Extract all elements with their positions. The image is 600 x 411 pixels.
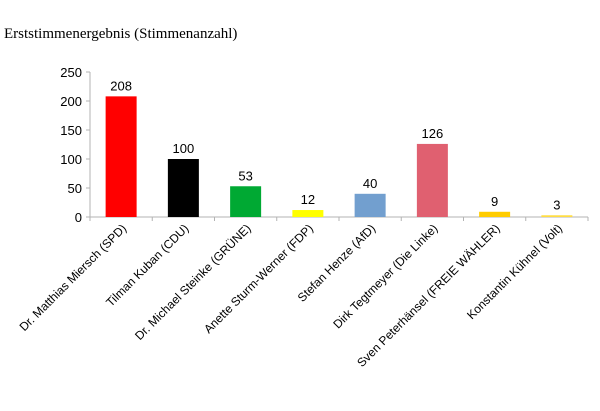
x-tick-label: Dr. Matthias Miersch (SPD) bbox=[17, 221, 130, 334]
bar bbox=[230, 186, 262, 217]
bar bbox=[292, 210, 324, 217]
y-tick-label: 50 bbox=[68, 181, 82, 196]
y-tick-label: 200 bbox=[60, 94, 82, 109]
bar bbox=[354, 193, 386, 217]
chart-title: Erststimmenergebnis (Stimmenanzahl) bbox=[4, 26, 238, 42]
x-tick-label: Dirk Tegtmeyer (Die Linke) bbox=[330, 221, 440, 331]
y-tick-label: 100 bbox=[60, 152, 82, 167]
y-tick-label: 250 bbox=[60, 65, 82, 80]
x-tick-label: Anette Sturm-Werner (FDP) bbox=[201, 221, 316, 336]
data-label: 208 bbox=[110, 78, 132, 93]
bar bbox=[479, 211, 511, 217]
data-label: 40 bbox=[363, 176, 377, 191]
data-label: 53 bbox=[238, 168, 252, 183]
y-tick-label: 0 bbox=[75, 210, 82, 225]
x-tick-label: Dr. Michael Steinke (GRÜNE) bbox=[132, 221, 254, 343]
data-label: 12 bbox=[301, 192, 315, 207]
bar bbox=[541, 215, 573, 217]
data-label: 3 bbox=[553, 197, 560, 212]
y-tick-label: 150 bbox=[60, 123, 82, 138]
bar bbox=[416, 143, 448, 217]
data-label: 100 bbox=[173, 141, 195, 156]
data-label: 9 bbox=[491, 194, 498, 209]
data-label: 126 bbox=[422, 126, 444, 141]
bar bbox=[105, 96, 137, 217]
bar bbox=[167, 159, 199, 217]
